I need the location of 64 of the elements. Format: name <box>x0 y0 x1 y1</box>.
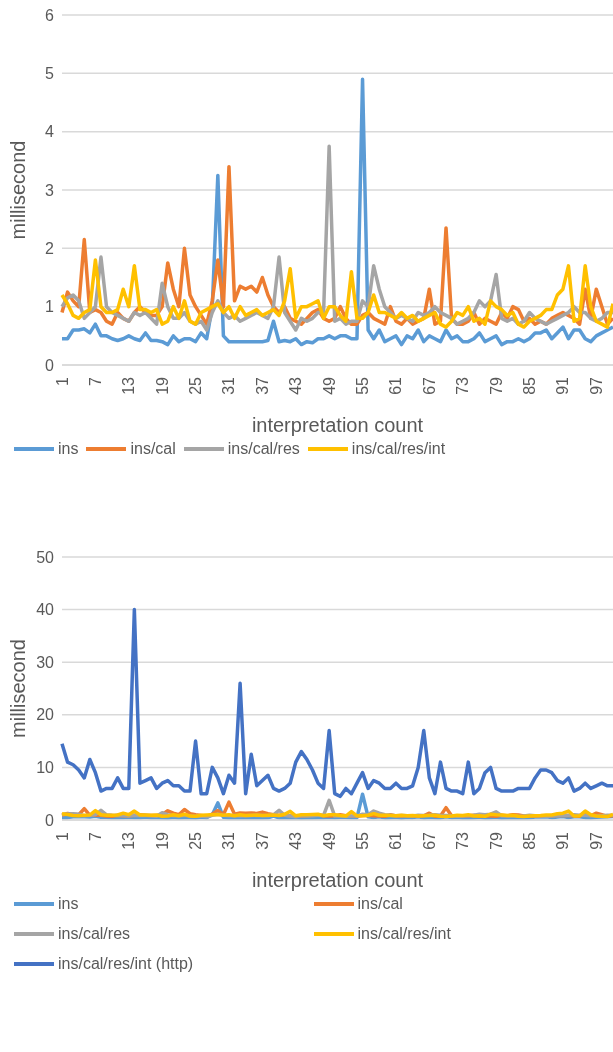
y-tick-label: 50 <box>36 548 55 566</box>
x-tick-label: 7 <box>86 376 104 386</box>
y-tick-label: 0 <box>45 356 55 374</box>
legend-label: ins/cal/res/int <box>357 925 451 943</box>
x-tick-label: 31 <box>220 831 238 850</box>
x-tick-label: 49 <box>320 831 338 850</box>
legend-label: ins/cal <box>130 440 176 458</box>
y-tick-label: 2 <box>45 240 55 258</box>
x-tick-label: 1 <box>53 831 71 841</box>
x-tick-label: 43 <box>287 376 305 395</box>
y-tick-label: 0 <box>45 811 55 829</box>
y-tick-label: 1 <box>45 298 55 316</box>
x-tick-label: 73 <box>454 376 472 395</box>
x-tick-label: 79 <box>487 831 505 850</box>
legend-label: ins/cal/res <box>227 440 300 458</box>
x-tick-label: 43 <box>287 831 305 850</box>
x-axis-title: interpretation count <box>251 869 424 891</box>
x-tick-label: 79 <box>487 376 505 395</box>
y-tick-label: 20 <box>36 706 55 724</box>
x-tick-label: 13 <box>120 376 138 395</box>
x-tick-label: 19 <box>153 831 171 850</box>
y-axis-title: millisecond <box>7 639 30 738</box>
x-tick-label: 49 <box>320 376 338 395</box>
legend-label: ins <box>58 440 79 458</box>
x-tick-label: 1 <box>53 376 71 386</box>
x-tick-label: 97 <box>587 831 605 850</box>
x-tick-label: 97 <box>587 376 605 395</box>
x-tick-label: 13 <box>120 831 138 850</box>
x-tick-label: 25 <box>187 376 205 395</box>
legend-label: ins/cal <box>357 895 403 913</box>
x-tick-label: 37 <box>253 376 271 395</box>
x-tick-label: 55 <box>354 831 372 850</box>
y-tick-label: 5 <box>45 65 55 83</box>
y-tick-label: 40 <box>36 601 55 619</box>
y-tick-label: 3 <box>45 181 55 199</box>
x-tick-label: 91 <box>554 831 572 850</box>
x-tick-label: 37 <box>253 831 271 850</box>
x-axis-title: interpretation count <box>251 414 424 436</box>
line-series <box>60 77 613 347</box>
x-tick-label: 85 <box>521 831 539 850</box>
y-axis-title: millisecond <box>7 140 30 240</box>
x-tick-label: 61 <box>387 376 405 395</box>
x-tick-label: 19 <box>153 376 171 395</box>
y-tick-label: 6 <box>45 6 55 24</box>
legend-label: ins/cal/res/int (http) <box>58 955 194 973</box>
x-tick-label: 73 <box>454 831 472 850</box>
line-series <box>60 258 613 329</box>
x-tick-label: 67 <box>420 831 438 850</box>
x-tick-label: 91 <box>554 376 572 395</box>
line-series <box>60 808 613 819</box>
y-tick-label: 10 <box>36 759 55 777</box>
line-series <box>60 607 613 799</box>
x-tick-label: 55 <box>354 376 372 395</box>
y-tick-label: 4 <box>45 123 55 141</box>
x-tick-label: 61 <box>387 831 405 850</box>
x-tick-label: 25 <box>187 831 205 850</box>
legend-label: ins/cal/res <box>58 925 131 943</box>
x-tick-label: 31 <box>220 376 238 395</box>
x-tick-label: 85 <box>521 376 539 395</box>
legend-label: ins/cal/res/int <box>351 440 446 458</box>
y-tick-label: 30 <box>36 653 55 671</box>
x-tick-label: 67 <box>420 376 438 395</box>
legend-label: ins <box>58 895 79 913</box>
x-tick-label: 7 <box>86 831 104 841</box>
